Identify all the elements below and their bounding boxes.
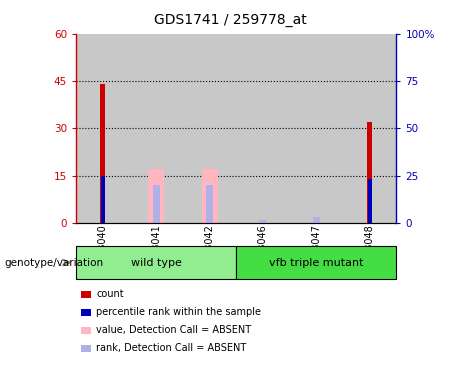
Text: wild type: wild type [131,258,182,267]
Bar [290,34,343,223]
Bar [183,34,236,223]
Bar [260,220,266,223]
Bar [101,176,105,223]
Bar [236,34,290,223]
Bar [236,246,396,279]
Text: GDS1741 / 259778_at: GDS1741 / 259778_at [154,13,307,27]
Bar [76,34,130,223]
Text: percentile rank within the sample: percentile rank within the sample [96,308,261,317]
Bar [148,170,164,223]
Bar [100,84,106,223]
Bar [236,34,290,223]
Text: rank, Detection Call = ABSENT: rank, Detection Call = ABSENT [96,344,247,353]
Bar [201,170,218,223]
Bar [367,122,372,223]
Bar [153,185,160,223]
Bar [130,34,183,223]
Bar [368,179,372,223]
Text: vfb triple mutant: vfb triple mutant [269,258,364,267]
Bar [76,246,236,279]
Bar [343,34,396,223]
Text: count: count [96,290,124,299]
Text: genotype/variation: genotype/variation [5,258,104,267]
Bar [343,34,396,223]
Text: value, Detection Call = ABSENT: value, Detection Call = ABSENT [96,326,251,335]
Bar [206,185,213,223]
Bar [130,34,183,223]
Bar [290,34,343,223]
Bar [313,217,320,223]
Bar [183,34,236,223]
Bar [76,34,130,223]
